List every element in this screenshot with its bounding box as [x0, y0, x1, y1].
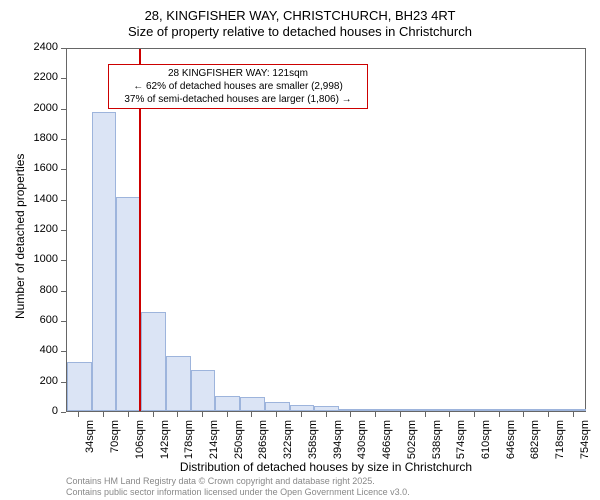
y-tick [61, 48, 66, 49]
x-tick-label: 322sqm [282, 420, 294, 470]
y-tick-label: 800 [0, 284, 58, 296]
y-tick-label: 1200 [0, 223, 58, 235]
x-tick [425, 412, 426, 417]
histogram-bar [141, 312, 166, 411]
histogram-bar [388, 409, 413, 411]
histogram-bar [438, 409, 463, 411]
x-tick-label: 70sqm [109, 420, 121, 470]
chart-footer: Contains HM Land Registry data © Crown c… [66, 476, 410, 498]
y-tick [61, 321, 66, 322]
y-tick [61, 78, 66, 79]
histogram-bar [314, 406, 339, 411]
x-tick-label: 214sqm [208, 420, 220, 470]
x-tick-label: 106sqm [134, 420, 146, 470]
histogram-bar [191, 370, 216, 411]
histogram-bar [116, 197, 141, 411]
x-tick [499, 412, 500, 417]
x-tick [103, 412, 104, 417]
x-tick [276, 412, 277, 417]
x-tick-label: 502sqm [406, 420, 418, 470]
y-tick [61, 412, 66, 413]
histogram-bar [265, 402, 290, 411]
y-tick-label: 2200 [0, 71, 58, 83]
x-tick-label: 574sqm [455, 420, 467, 470]
x-tick [449, 412, 450, 417]
histogram-bar [290, 405, 315, 411]
footer-line2: Contains public sector information licen… [66, 487, 410, 498]
chart-title-line2: Size of property relative to detached ho… [0, 24, 600, 39]
x-tick [153, 412, 154, 417]
y-tick-label: 400 [0, 344, 58, 356]
y-tick [61, 169, 66, 170]
y-tick [61, 382, 66, 383]
histogram-bar [215, 396, 240, 411]
x-tick-label: 466sqm [381, 420, 393, 470]
y-tick-label: 2400 [0, 41, 58, 53]
chart-container: 28, KINGFISHER WAY, CHRISTCHURCH, BH23 4… [0, 0, 600, 500]
x-tick-label: 646sqm [505, 420, 517, 470]
x-tick [350, 412, 351, 417]
x-tick [128, 412, 129, 417]
x-tick-label: 34sqm [84, 420, 96, 470]
y-tick [61, 109, 66, 110]
histogram-bar [339, 409, 364, 411]
histogram-bar [92, 112, 117, 411]
y-tick-label: 1400 [0, 193, 58, 205]
x-tick [474, 412, 475, 417]
y-tick [61, 230, 66, 231]
footer-line1: Contains HM Land Registry data © Crown c… [66, 476, 410, 487]
y-tick [61, 291, 66, 292]
x-tick-label: 358sqm [307, 420, 319, 470]
y-tick-label: 2000 [0, 102, 58, 114]
y-tick [61, 200, 66, 201]
histogram-bar [166, 356, 191, 411]
x-tick-label: 754sqm [579, 420, 591, 470]
x-tick [400, 412, 401, 417]
annotation-box: 28 KINGFISHER WAY: 121sqm ← 62% of detac… [108, 64, 368, 109]
x-tick-label: 250sqm [233, 420, 245, 470]
y-tick [61, 260, 66, 261]
x-tick-label: 430sqm [356, 420, 368, 470]
annotation-line2: ← 62% of detached houses are smaller (2,… [115, 80, 361, 93]
histogram-bar [562, 409, 587, 411]
x-tick-label: 682sqm [529, 420, 541, 470]
histogram-bar [240, 397, 265, 411]
x-tick [177, 412, 178, 417]
y-tick-label: 600 [0, 314, 58, 326]
histogram-bar [487, 409, 512, 411]
histogram-bar [67, 362, 92, 411]
histogram-bar [364, 409, 389, 411]
x-tick-label: 178sqm [183, 420, 195, 470]
x-tick [548, 412, 549, 417]
histogram-bar [537, 409, 562, 411]
x-tick-label: 610sqm [480, 420, 492, 470]
annotation-line3: 37% of semi-detached houses are larger (… [115, 93, 361, 106]
x-tick [375, 412, 376, 417]
x-tick [251, 412, 252, 417]
y-tick [61, 351, 66, 352]
x-tick [326, 412, 327, 417]
x-tick [301, 412, 302, 417]
y-tick-label: 200 [0, 375, 58, 387]
histogram-bar [512, 409, 537, 411]
x-tick [202, 412, 203, 417]
histogram-bar [413, 409, 438, 411]
y-tick-label: 1000 [0, 253, 58, 265]
x-tick [523, 412, 524, 417]
annotation-line1: 28 KINGFISHER WAY: 121sqm [115, 67, 361, 80]
x-tick-label: 394sqm [332, 420, 344, 470]
y-tick-label: 0 [0, 405, 58, 417]
x-tick [573, 412, 574, 417]
y-tick [61, 139, 66, 140]
x-tick-label: 286sqm [257, 420, 269, 470]
x-tick-label: 538sqm [431, 420, 443, 470]
chart-title-line1: 28, KINGFISHER WAY, CHRISTCHURCH, BH23 4… [0, 8, 600, 23]
x-tick-label: 718sqm [554, 420, 566, 470]
x-tick [227, 412, 228, 417]
x-tick-label: 142sqm [159, 420, 171, 470]
x-tick [78, 412, 79, 417]
histogram-bar [463, 409, 488, 411]
y-tick-label: 1800 [0, 132, 58, 144]
y-tick-label: 1600 [0, 162, 58, 174]
